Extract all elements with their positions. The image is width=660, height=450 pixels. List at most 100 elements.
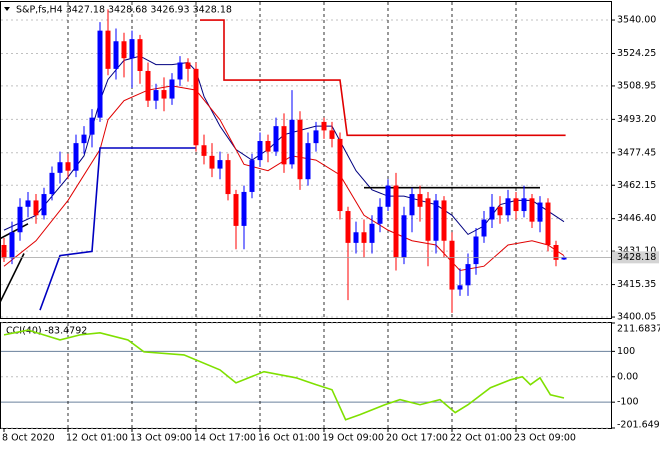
- indicator-line: [3, 329, 565, 421]
- x-tick-label: 12 Oct 01:00: [66, 433, 128, 444]
- candle-body: [89, 117, 95, 135]
- candle-body: [425, 198, 431, 241]
- candle-body: [41, 194, 47, 216]
- y2-tick-label: -201.649: [617, 420, 660, 431]
- candle-body: [225, 160, 231, 195]
- candle-body: [233, 194, 239, 226]
- candle-body: [209, 155, 215, 169]
- y2-tick-label: 0.00: [617, 371, 638, 382]
- overlay-line: [0, 223, 29, 240]
- candle-body: [401, 215, 407, 258]
- candle-body: [521, 198, 527, 212]
- candle-body: [385, 185, 391, 207]
- candle-body: [257, 141, 263, 161]
- last-price-label: 3428.18: [617, 252, 656, 263]
- candle-body: [217, 160, 223, 169]
- candle-body: [289, 119, 295, 165]
- candle-body: [305, 143, 311, 180]
- candle-body: [201, 145, 207, 156]
- candle-body: [337, 138, 343, 212]
- candle-body: [561, 257, 567, 260]
- candle-body: [409, 194, 415, 216]
- y2-tick-label: -100: [617, 397, 639, 408]
- candle-body: [313, 130, 319, 144]
- y-tick-label: 3540.00: [617, 15, 656, 26]
- candle-body: [545, 202, 551, 245]
- y-tick-label: 3493.20: [617, 114, 656, 125]
- candle-body: [513, 198, 519, 212]
- candle-body: [457, 285, 463, 290]
- menu-arrow: [4, 7, 10, 11]
- y-tick-label: 3508.95: [617, 80, 656, 91]
- y-tick-label: 3446.40: [617, 213, 656, 224]
- candle-body: [497, 206, 503, 216]
- y-tick-label: 3477.45: [617, 147, 656, 158]
- indicator-title: CCI(40) -83.4792: [6, 326, 87, 337]
- candle-body: [369, 223, 375, 243]
- y-tick-label: 3400.05: [617, 312, 656, 323]
- candle-body: [417, 194, 423, 207]
- overlay-line: [0, 253, 25, 303]
- candle-body: [161, 90, 167, 99]
- candle-body: [105, 30, 111, 69]
- y2-tick-label: 100: [617, 346, 635, 357]
- candle-body: [537, 202, 543, 222]
- candle-body: [153, 90, 159, 101]
- candle-body: [9, 232, 15, 259]
- candle-body: [297, 119, 303, 180]
- candle-body: [33, 200, 39, 216]
- candle-body: [353, 232, 359, 243]
- y-tick-label: 3524.25: [617, 48, 656, 59]
- candle-body: [489, 206, 495, 220]
- y2-tick-label: 211.6837: [617, 324, 660, 335]
- y-tick-label: 3462.15: [617, 180, 656, 191]
- candle-body: [265, 141, 271, 152]
- candle-body: [177, 62, 183, 80]
- x-tick-label: 19 Oct 09:00: [322, 433, 384, 444]
- candle-body: [25, 200, 31, 207]
- candle-body: [185, 62, 191, 69]
- candle-body: [473, 236, 479, 265]
- candle-body: [441, 200, 447, 241]
- candle-body: [1, 244, 7, 259]
- last-price-box: [612, 251, 659, 264]
- x-tick-label: 8 Oct 2020: [2, 433, 55, 444]
- x-tick-label: 20 Oct 17:00: [386, 433, 448, 444]
- candle-body: [73, 143, 79, 171]
- x-tick-label: 23 Oct 09:00: [514, 433, 576, 444]
- candle-body: [377, 206, 383, 224]
- candle-body: [465, 264, 471, 286]
- x-tick-label: 16 Oct 01:00: [258, 433, 320, 444]
- candle-body: [433, 200, 439, 241]
- candle-body: [57, 162, 63, 173]
- candle-body: [321, 121, 327, 131]
- candle-body: [553, 244, 559, 260]
- candle-body: [193, 68, 199, 146]
- candle-body: [529, 198, 535, 222]
- candle-body: [345, 211, 351, 243]
- candle-body: [361, 232, 367, 243]
- chart-title: S&P,fs,H4 3427.18 3428.68 3426.93 3428.1…: [16, 5, 232, 16]
- candle-body: [137, 39, 143, 71]
- candle-body: [329, 130, 335, 139]
- x-tick-label: 14 Oct 17:00: [194, 433, 256, 444]
- candle-body: [281, 126, 287, 165]
- y-tick-label: 3431.10: [617, 246, 656, 257]
- overlay-line: [200, 19, 566, 137]
- candle-body: [65, 162, 71, 171]
- candle-body: [145, 70, 151, 101]
- candle-body: [17, 206, 23, 233]
- overlay-line: [39, 147, 196, 311]
- candle-body: [249, 160, 255, 192]
- y-tick-label: 3415.35: [617, 279, 656, 290]
- x-tick-label: 22 Oct 01:00: [450, 433, 512, 444]
- x-tick-label: 13 Oct 09:00: [130, 433, 192, 444]
- candle-body: [129, 39, 135, 59]
- candle-body: [449, 240, 455, 290]
- candle-body: [273, 126, 279, 152]
- candle-body: [81, 134, 87, 144]
- candle-body: [49, 172, 55, 195]
- candle-body: [505, 198, 511, 216]
- candle-body: [113, 41, 119, 69]
